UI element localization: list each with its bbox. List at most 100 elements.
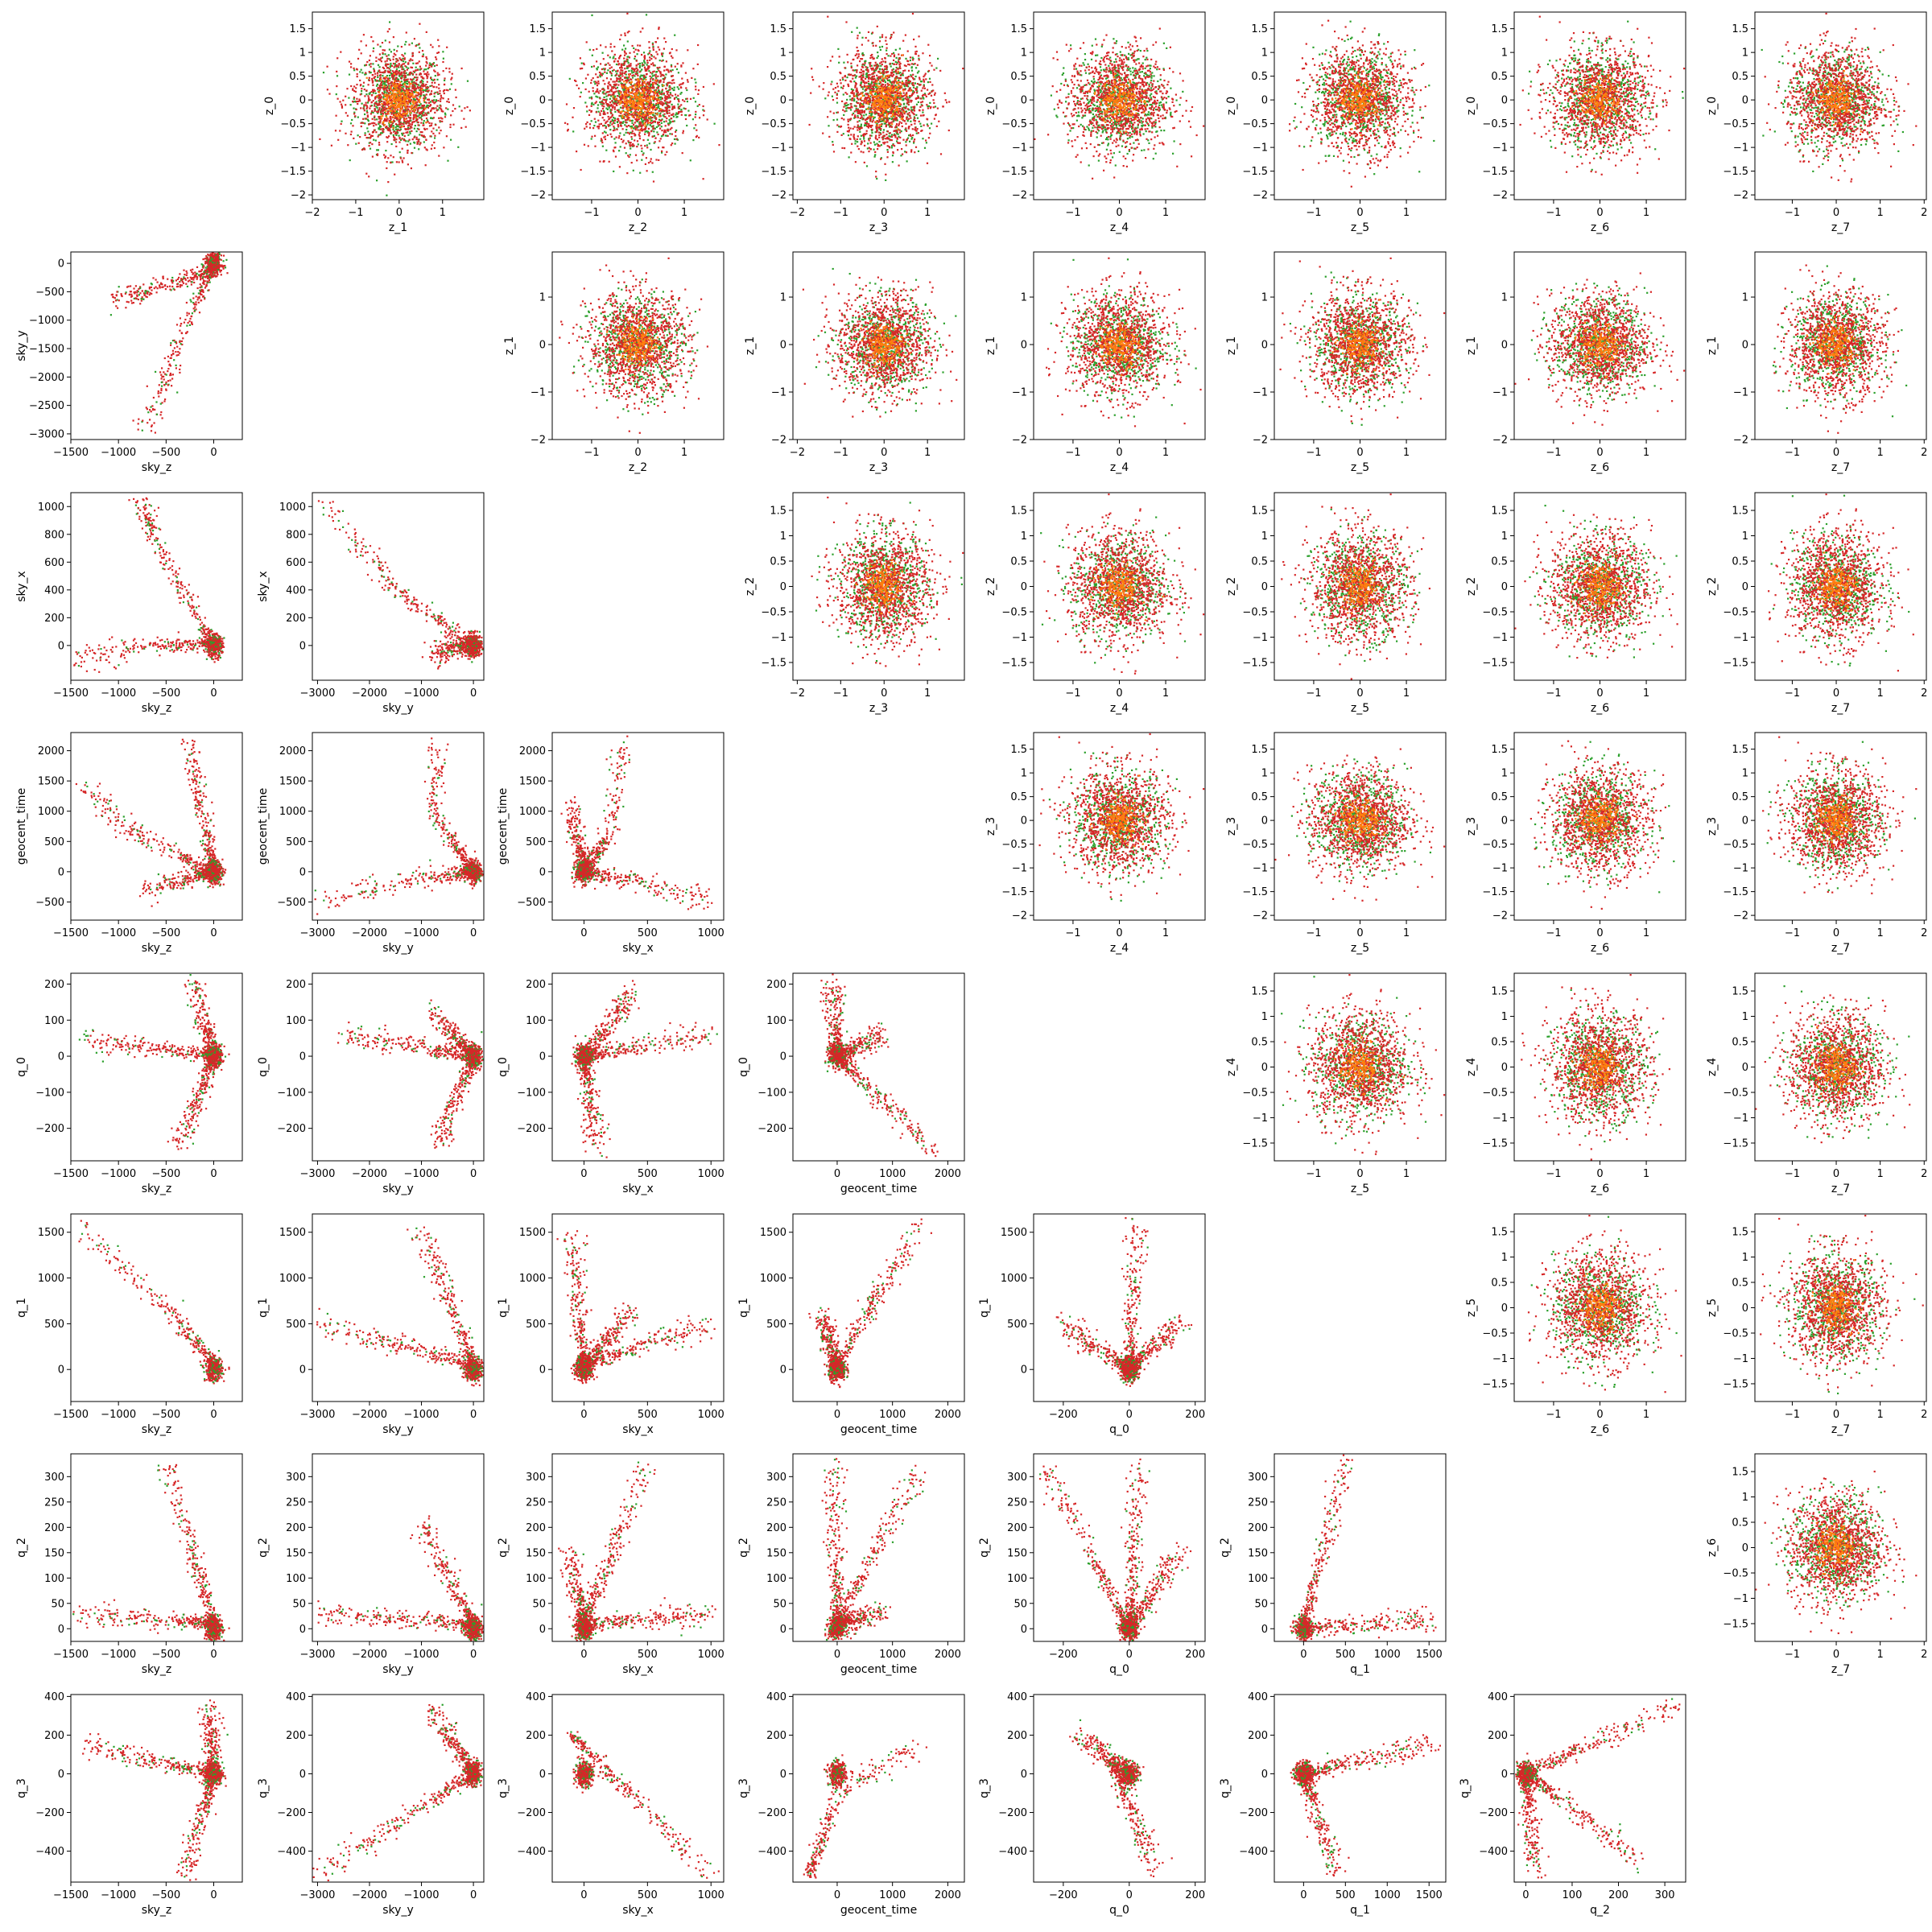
scatter-point [394,53,395,55]
scatter-point [371,94,373,96]
scatter-point [390,51,392,52]
scatter-point [434,112,436,114]
scatter-point [417,95,419,97]
scatter-point [416,104,418,105]
scatter-point [367,119,369,121]
scatter-point [447,109,448,110]
scatter-point [425,138,427,140]
scatter-point [438,84,440,85]
scatter-point [426,128,427,130]
scatter-point [363,34,365,35]
scatter-point [418,124,419,126]
scatter-point [450,79,452,80]
scatter-point [373,125,374,126]
scatter-point [350,63,352,64]
scatter-point [424,113,426,114]
scatter-point [365,44,367,46]
scatter-point [399,151,401,153]
scatter-point [426,114,427,116]
scatter-point [390,66,391,68]
scatter-point [378,136,379,138]
scatter-point [382,42,383,43]
scatter-point [417,111,419,113]
scatter-point [328,93,330,95]
scatter-point [405,41,407,43]
scatter-point [431,66,432,68]
scatter-point [408,81,410,83]
scatter-point [339,130,341,131]
scatter-point [323,72,324,73]
scatter-point [336,115,337,117]
scatter-point [361,72,363,73]
scatter-point [377,105,378,106]
scatter-point [375,60,377,62]
scatter-point [426,87,427,89]
scatter-point [365,118,367,120]
scatter-point [374,90,376,92]
scatter-point [340,101,341,102]
scatter-point [361,103,363,105]
scatter-point [418,84,419,85]
scatter-point [397,60,398,61]
scatter-point [444,93,445,94]
scatter-point [429,105,431,107]
scatter-point [371,110,373,112]
scatter-point [420,68,422,69]
scatter-point [358,99,360,101]
scatter-point [350,122,352,124]
scatter-point [356,68,357,70]
scatter-point [416,98,418,100]
scatter-point [402,64,403,65]
scatter-point [401,85,402,86]
scatter-point [370,36,372,38]
scatter-point [393,131,394,133]
scatter-point [435,124,436,126]
scatter-point [402,162,403,163]
scatter-point [389,68,390,69]
scatter-point [364,114,365,115]
scatter-point [387,157,389,159]
scatter-point [387,181,389,183]
scatter-point [369,142,371,143]
scatter-point [378,64,379,66]
scatter-point [451,77,452,79]
scatter-point [361,122,362,124]
scatter-point [382,93,384,95]
scatter-point [370,113,372,114]
scatter-point [353,69,355,71]
scatter-point [396,58,398,60]
scatter-point [434,65,436,67]
scatter-point [375,139,377,141]
scatter-point [382,88,384,89]
scatter-point [406,31,407,33]
scatter-point [436,99,437,101]
scatter-point [378,102,380,104]
scatter-point [426,93,427,95]
scatter-point [400,158,402,159]
scatter-point [378,94,380,96]
scatter-point [347,144,349,146]
scatter-point [336,71,337,72]
scatter-point [423,54,424,56]
scatter-point [401,77,402,79]
scatter-point [426,90,427,92]
scatter-point [374,105,375,106]
scatter-point [428,122,430,124]
scatter-point [369,105,371,107]
scatter-point [425,65,427,67]
scatter-point [372,40,374,42]
scatter-point [436,92,438,93]
scatter-point [370,63,372,64]
scatter-point [426,31,427,33]
scatter-point [412,63,414,64]
scatter-point [407,115,409,117]
scatter-point [358,49,360,51]
scatter-point [404,135,406,137]
scatter-point [438,126,440,128]
scatter-point [412,55,414,56]
scatter-point [380,120,382,122]
scatter-point [419,112,421,114]
scatter-point [394,174,395,175]
scatter-point [469,109,471,111]
scatter-point [423,68,425,70]
